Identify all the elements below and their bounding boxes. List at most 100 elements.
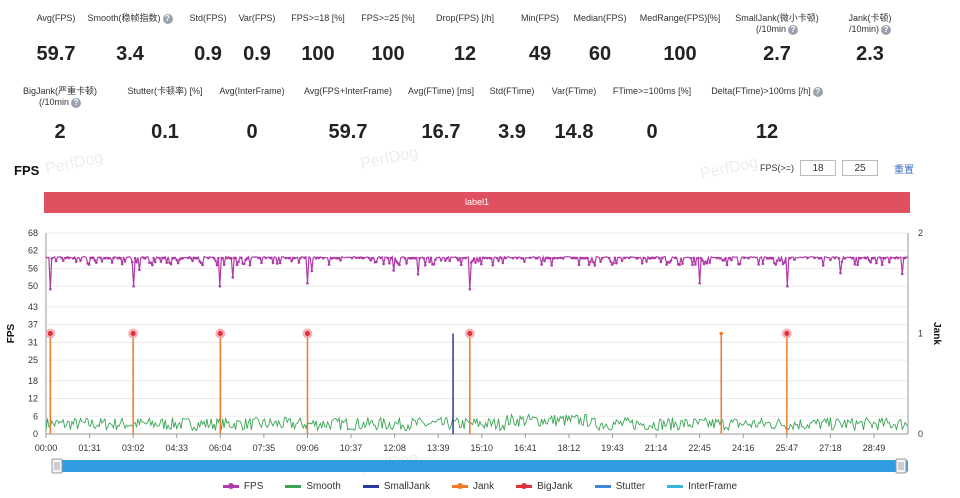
bigjank-halo [45,328,56,339]
help-icon[interactable]: ? [812,86,823,97]
fps-point [228,257,232,260]
x-tick-label: 28:49 [863,443,886,453]
reset-button[interactable]: 重置 [894,164,915,176]
stat-label: Median(FPS) [573,13,627,23]
chart-legend: FPS Smooth SmallJank Jank BigJank Stutter Inte… [0,481,960,492]
stat-stats_row1-7: Min(FPS) 49 [480,13,600,66]
help-icon[interactable]: ? [162,13,173,24]
time-range-slider[interactable] [51,458,908,474]
fps-point [355,256,358,260]
fps-point [181,257,184,260]
fps-point [889,256,893,260]
legend-item-fps[interactable]: FPS [222,481,263,492]
y2-tick-label: 2 [918,228,923,238]
fps-point [694,263,697,266]
fps-point [49,287,52,291]
fps-point [100,259,104,263]
stat-stats_row2-2: Avg(InterFrame) 0 [192,86,312,144]
stat-stats_row2-5: Std(FTime) 3.9 [452,86,572,144]
fps-point [856,263,860,267]
fps-point [724,257,727,260]
fps-point [699,256,703,260]
bigjank-halo [302,328,313,339]
fps-point [691,263,694,267]
fps-point [189,257,193,260]
fps-point [678,263,681,267]
fps-point [485,256,489,260]
y2-tick-label: 0 [918,429,923,439]
legend-item-jank[interactable]: Jank [451,481,494,492]
fps-point [781,262,785,266]
label-bar[interactable]: label1 [44,192,910,213]
fps-point [469,261,473,264]
fps-point [395,260,398,263]
fps-point [92,256,95,260]
fps-point [151,263,154,267]
fps-point [270,256,273,260]
bigjank-point [130,331,136,336]
fps-point [520,257,523,260]
fps-point [705,261,709,265]
fps-threshold-input-2[interactable] [842,160,879,176]
fps-point [561,257,565,260]
fps-point [850,256,854,260]
legend-item-interframe[interactable]: InterFrame [667,481,737,492]
stat-stats_row1-0: Avg(FPS) 59.7 [0,13,116,66]
fps-point [379,256,383,260]
fps-point [768,256,772,260]
fps-point [403,257,407,260]
fps-point [350,256,354,260]
fps-point [411,256,414,260]
fps-point [840,260,844,264]
fps-point [230,256,233,260]
help-icon[interactable]: ? [71,97,81,108]
fps-point [673,256,677,260]
fps-point [482,256,486,260]
fps-point [257,256,260,260]
help-icon[interactable]: ? [881,24,891,35]
fps-point [86,262,89,265]
fps-point [721,259,724,262]
fps-point [117,256,121,260]
fps-point [580,256,584,260]
y-tick-label: 12 [28,394,38,404]
fps-point [232,256,236,260]
fps-point [222,263,226,266]
y-tick-label: 0 [33,429,38,439]
fps-point [148,261,151,264]
stat-value: 0 [646,121,658,143]
legend-label: InterFrame [688,481,738,492]
fps-point [806,256,809,260]
fps-point [93,259,97,262]
fps-point [367,256,371,260]
legend-item-bigjank[interactable]: BigJank [516,481,573,492]
fps-point [116,256,120,260]
fps-point [642,256,645,260]
fps-point [339,259,342,262]
fps-point [422,257,426,260]
fps-point [242,262,246,266]
y-tick-label: 50 [28,281,38,291]
fps-point [396,262,400,265]
legend-item-smalljank[interactable]: SmallJank [362,481,430,492]
legend-item-stutter[interactable]: Stutter [594,481,645,492]
legend-item-smooth[interactable]: Smooth [285,481,341,492]
fps-point [775,259,779,262]
x-tick-label: 07:35 [253,443,276,453]
fps-point [867,259,871,262]
stat-value: 2.3 [856,43,884,65]
fps-point [556,256,559,260]
stat-stats_row2-1: Stutter(卡顿率) [%] 0.1 [105,86,225,144]
fps-point [592,260,595,264]
fps-point [869,260,872,264]
fps-point [472,257,476,260]
fps-point [696,256,700,260]
fps-point [515,256,519,260]
fps-point [761,262,765,266]
fps-point [821,264,825,267]
fps-threshold-input-1[interactable] [800,160,837,176]
legend-swatch [667,485,684,488]
fps-point [613,256,617,260]
help-icon[interactable]: ? [788,24,798,35]
